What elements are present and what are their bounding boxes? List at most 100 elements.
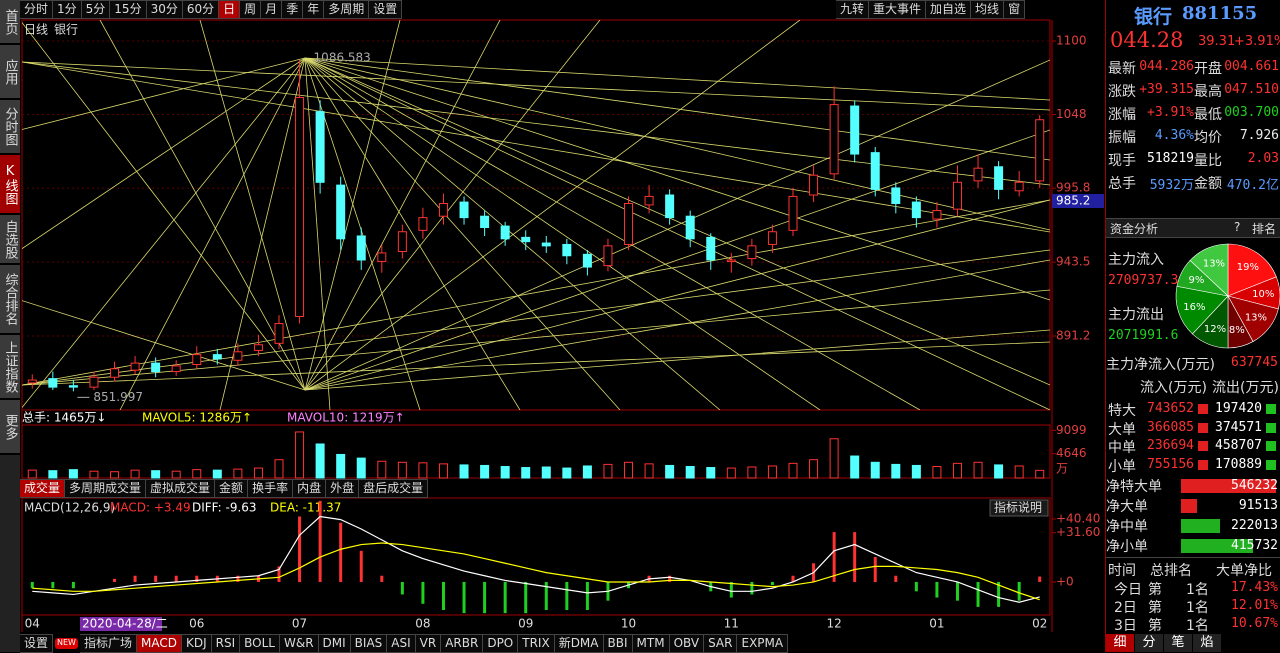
indicator-tab[interactable]: BOLL [240, 634, 280, 653]
candle-body [27, 379, 37, 384]
candle-body [356, 235, 366, 261]
volume-bar [274, 459, 284, 479]
candle-body [192, 354, 202, 366]
help-button[interactable] [989, 499, 1049, 517]
indicator-tab[interactable]: 指标广场 [79, 634, 137, 653]
volume-tab[interactable]: 多周期成交量 [65, 479, 147, 498]
gann-line [22, 57, 306, 250]
change-pct: +3.91% [1234, 34, 1280, 49]
net-flow-label: 净中单 [1106, 519, 1148, 535]
indicator-tab[interactable]: BIAS [350, 634, 388, 653]
volume-tab[interactable]: 内盘 [293, 479, 327, 498]
indicator-tab[interactable]: MACD [136, 634, 182, 653]
sidebar-tab[interactable]: 上证指数 [0, 335, 20, 400]
candle-body [747, 245, 757, 260]
volume-tab[interactable]: 盘后成交量 [359, 479, 429, 498]
sidebar-tab[interactable]: 综合排名 [0, 265, 20, 335]
volume-tab[interactable]: 外盘 [326, 479, 360, 498]
indicator-tab[interactable]: BBI [603, 634, 633, 653]
gann-line [22, 61, 1050, 233]
sidebar-tab[interactable]: 更多 [0, 400, 20, 455]
period-button[interactable]: 5分 [81, 0, 111, 19]
tool-button[interactable]: 窗 [1004, 0, 1026, 19]
indicator-tab[interactable]: ASI [387, 634, 416, 653]
indicator-tab[interactable]: EXPMA [737, 634, 789, 653]
rank-button[interactable]: 排名 [1252, 222, 1277, 236]
indicator-tab[interactable]: DMI [318, 634, 351, 653]
volume-tab[interactable]: 金额 [215, 479, 249, 498]
indicator-tab[interactable]: VR [415, 634, 442, 653]
volume-tab[interactable]: 虚拟成交量 [146, 479, 216, 498]
indicator-tab[interactable]: SAR [704, 634, 738, 653]
period-button[interactable]: 1分 [53, 0, 82, 19]
candle-body [521, 236, 531, 243]
volume-tab[interactable]: 成交量 [20, 479, 66, 498]
help-button-label: 指标说明 [994, 500, 1042, 515]
detail-tab[interactable]: 笔 [1164, 634, 1192, 652]
indicator-tab[interactable]: 设置 [20, 634, 54, 653]
period-button[interactable]: 季 [282, 0, 304, 19]
gann-line [304, 20, 801, 391]
candle-body [480, 215, 490, 229]
indicator-tab[interactable]: KDJ [181, 634, 212, 653]
rank-header: 时间 [1108, 563, 1136, 579]
period-button[interactable]: 周 [240, 0, 262, 19]
period-button[interactable]: 分时 [20, 0, 54, 19]
period-button[interactable]: 30分 [146, 0, 183, 19]
period-button[interactable]: 15分 [110, 0, 147, 19]
candle-body [212, 354, 222, 360]
rank-cell: 10.67% [1231, 616, 1278, 631]
quote-value: 003.700 [1224, 105, 1279, 120]
indicator-tab[interactable]: RSI [211, 634, 241, 653]
y-tick-label: 943.5 [1056, 255, 1090, 269]
sidebar-tab[interactable]: 应用 [0, 45, 20, 100]
sidebar-tab[interactable]: 分时图 [0, 100, 20, 155]
tool-button[interactable]: 加自选 [926, 0, 972, 19]
change: 39.31 [1198, 34, 1236, 49]
sidebar-tab[interactable]: 自选股 [0, 215, 20, 265]
indicator-tab[interactable]: 新DMA [554, 634, 604, 653]
period-button[interactable]: 多周期 [324, 0, 370, 19]
out-marker [1266, 459, 1276, 470]
indicator-line [32, 542, 1040, 601]
indicator-tab[interactable]: TRIX [518, 634, 555, 653]
gann-lines [22, 20, 1050, 410]
period-button[interactable]: 月 [261, 0, 283, 19]
indicator-tab[interactable]: DPO [483, 634, 519, 653]
gann-line [304, 57, 921, 410]
panel-frame [21, 19, 1051, 411]
volume-bar [459, 464, 469, 479]
gann-line [304, 57, 1050, 101]
candle-body [377, 252, 387, 262]
y-tick-label: 4646 [1056, 446, 1087, 460]
help-button[interactable]: ? [1234, 220, 1241, 234]
indicator-tab[interactable]: ARBR [441, 634, 484, 653]
tool-button[interactable]: 九转 [836, 0, 870, 19]
volume-tab[interactable]: 换手率 [248, 479, 294, 498]
indicator-tab[interactable]: OBV [669, 634, 705, 653]
detail-tab[interactable]: 分 [1135, 634, 1163, 652]
rank-cell: 3日 [1114, 618, 1137, 634]
indicator-tab[interactable]: MTM [632, 634, 670, 653]
gann-line [304, 57, 331, 410]
sidebar-tab[interactable]: 首页 [0, 0, 20, 45]
tool-button[interactable]: 重大事件 [869, 0, 927, 19]
volume-bar [870, 461, 880, 479]
x-tick-label: 01 [929, 617, 944, 631]
candle-body [624, 202, 634, 245]
detail-tab[interactable]: 焰 [1193, 634, 1221, 652]
sidebar-tab[interactable]: K线图 [0, 155, 20, 215]
x-tick-label: 12 [826, 617, 841, 631]
period-button[interactable]: 年 [303, 0, 325, 19]
period-button[interactable]: 设置 [369, 0, 403, 19]
indicator-tab[interactable]: NEW [55, 638, 78, 649]
detail-tab[interactable]: 细 [1106, 634, 1134, 652]
volume-bar [27, 469, 37, 479]
tool-button[interactable]: 均线 [971, 0, 1005, 19]
quote-value: 470.2亿 [1226, 178, 1279, 193]
indicator-tab[interactable]: W&R [279, 634, 319, 653]
period-button[interactable]: 日 [219, 0, 241, 19]
inflow-value: 2709737.3 [1108, 273, 1179, 288]
period-button[interactable]: 60分 [182, 0, 220, 19]
volume-bar [151, 470, 161, 479]
